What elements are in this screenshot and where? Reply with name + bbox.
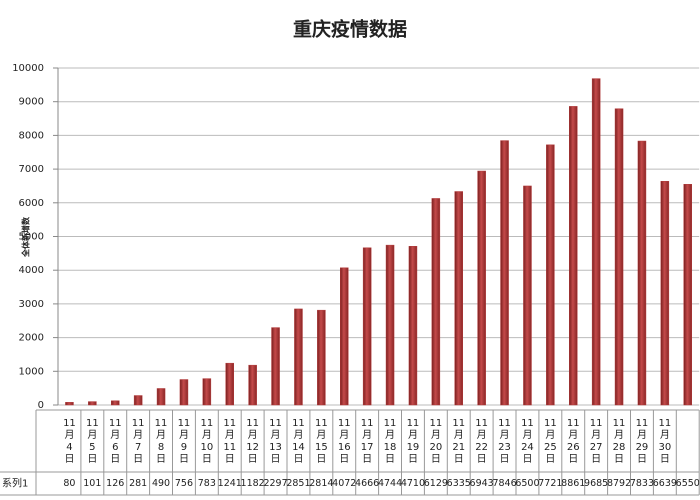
y-tick-label: 4000 bbox=[19, 265, 44, 276]
x-tick-label: 11月16日 bbox=[337, 418, 351, 465]
bar bbox=[179, 379, 189, 406]
x-tick-label: 11月11日 bbox=[223, 418, 237, 465]
x-tick-label: 11月20日 bbox=[429, 418, 443, 465]
x-tick-label: 11月23日 bbox=[498, 418, 511, 465]
y-tick-label: 0 bbox=[38, 400, 44, 411]
x-tick-label: 11月5日 bbox=[85, 418, 99, 465]
x-tick-label: 11月17日 bbox=[360, 418, 374, 465]
x-tick-label: 11月27日 bbox=[589, 418, 603, 465]
table-value: 6129 bbox=[424, 478, 448, 489]
y-tick-label: 6000 bbox=[19, 198, 44, 209]
y-tick-label: 8000 bbox=[19, 130, 44, 141]
bar bbox=[683, 184, 692, 406]
table-value: 4744 bbox=[378, 478, 402, 489]
bar bbox=[156, 388, 166, 406]
x-tick-label: 11月28日 bbox=[612, 418, 626, 465]
table-value: 783 bbox=[198, 478, 216, 489]
bar bbox=[523, 185, 532, 406]
x-tick-label: 11月10日 bbox=[200, 418, 214, 465]
table-value: 126 bbox=[106, 478, 124, 489]
table-value: 4666 bbox=[355, 478, 379, 489]
table-value: 6550 bbox=[676, 478, 700, 489]
table-value: 2851 bbox=[286, 478, 310, 489]
x-tick-label: 11月29日 bbox=[635, 418, 649, 465]
bar bbox=[637, 140, 647, 406]
bar bbox=[88, 401, 97, 406]
table-value: 281 bbox=[129, 478, 147, 489]
x-tick-label: 11月18日 bbox=[383, 418, 397, 465]
bar bbox=[569, 106, 578, 406]
table-value: 7846 bbox=[492, 478, 516, 489]
bar bbox=[500, 140, 509, 406]
bar bbox=[202, 378, 212, 406]
x-tick-label: 11月12日 bbox=[246, 418, 259, 465]
y-tick-label: 1000 bbox=[19, 366, 44, 377]
x-tick-label: 11月21日 bbox=[452, 418, 466, 465]
table-value: 7833 bbox=[630, 478, 654, 489]
bar bbox=[340, 267, 349, 406]
x-tick-label: 11月13日 bbox=[269, 418, 282, 465]
table-value: 8861 bbox=[561, 478, 585, 489]
bar bbox=[477, 170, 486, 406]
x-tick-label: 11月9日 bbox=[177, 418, 191, 465]
table-value: 2814 bbox=[309, 478, 333, 489]
bar bbox=[362, 247, 372, 406]
chart-title: 重庆疫情数据 bbox=[293, 18, 407, 41]
series-name: 系列1 bbox=[2, 477, 28, 490]
x-tick-label: 11月7日 bbox=[131, 418, 145, 465]
x-tick-label: 11月26日 bbox=[566, 418, 580, 465]
y-axis-label: 全体新增数 bbox=[21, 216, 31, 258]
bar bbox=[591, 78, 601, 406]
bar bbox=[660, 181, 670, 406]
x-tick-label: 11月6日 bbox=[108, 418, 122, 465]
table-value: 9685 bbox=[584, 478, 608, 489]
table-value: 7721 bbox=[538, 478, 562, 489]
y-tick-label: 3000 bbox=[19, 299, 44, 310]
x-tick-label: 11月25日 bbox=[543, 418, 557, 465]
x-tick-label: 11月24日 bbox=[521, 418, 534, 465]
bar bbox=[111, 400, 120, 406]
table-value: 490 bbox=[152, 478, 170, 489]
y-tick-label: 10000 bbox=[12, 63, 44, 74]
bar bbox=[385, 244, 395, 406]
table-value: 80 bbox=[63, 478, 75, 489]
y-tick-label: 5000 bbox=[19, 232, 44, 243]
bar bbox=[271, 327, 280, 406]
table-value: 1182 bbox=[241, 478, 265, 489]
table-value: 4710 bbox=[401, 478, 425, 489]
bar bbox=[248, 364, 257, 406]
y-tick-label: 7000 bbox=[19, 164, 44, 175]
bar bbox=[614, 108, 624, 406]
bar bbox=[133, 395, 143, 406]
bar bbox=[431, 198, 441, 406]
table-value: 6500 bbox=[515, 478, 539, 489]
table-value: 6943 bbox=[470, 478, 494, 489]
x-tick-label: 11月19日 bbox=[406, 418, 420, 465]
x-tick-label: 11月30日 bbox=[658, 418, 672, 465]
table-value: 101 bbox=[83, 478, 101, 489]
x-tick-label: 11月14日 bbox=[292, 418, 305, 465]
table-value: 8792 bbox=[607, 478, 631, 489]
table-value: 6639 bbox=[653, 478, 677, 489]
bar bbox=[317, 309, 326, 406]
table-value: 2297 bbox=[263, 478, 287, 489]
table-value: 756 bbox=[175, 478, 193, 489]
table-value: 1241 bbox=[218, 478, 242, 489]
y-tick-label: 2000 bbox=[19, 333, 44, 344]
bar bbox=[65, 402, 74, 406]
bar bbox=[408, 246, 418, 406]
x-tick-label: 11月8日 bbox=[154, 418, 168, 465]
bar bbox=[294, 308, 303, 406]
y-tick-label: 9000 bbox=[19, 97, 44, 108]
x-tick-label: 11月4日 bbox=[63, 418, 76, 465]
table-value: 4072 bbox=[332, 478, 356, 489]
table-value: 6335 bbox=[447, 478, 471, 489]
bar bbox=[546, 144, 555, 406]
bar bbox=[225, 362, 234, 406]
x-tick-label: 11月22日 bbox=[475, 418, 488, 465]
bar bbox=[454, 191, 463, 406]
x-tick-label: 11月15日 bbox=[314, 418, 328, 465]
